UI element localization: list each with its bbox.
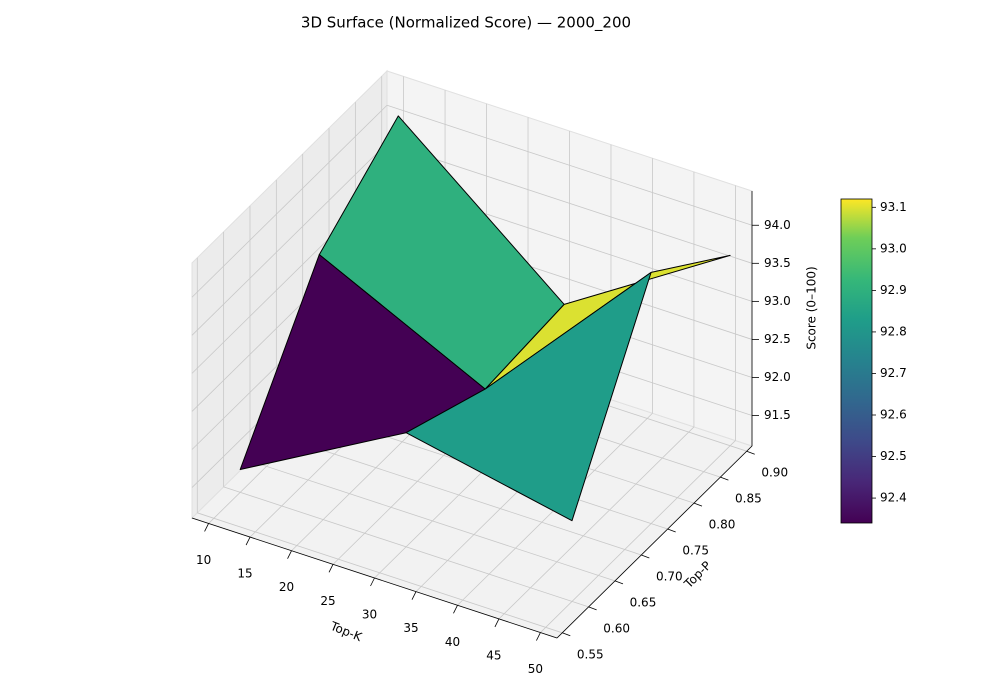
y-tick-label: 0.85	[735, 492, 762, 506]
x-tick-label: 50	[528, 662, 543, 676]
x-tick-label: 35	[403, 621, 418, 635]
y-tick	[562, 632, 571, 637]
colorbar-tick-label: 93.0	[880, 241, 907, 255]
y-tick-label: 0.75	[682, 544, 709, 558]
x-tick-label: 25	[320, 594, 335, 608]
y-tick	[614, 580, 624, 585]
colorbar-tick-label: 92.5	[880, 449, 907, 463]
y-tick	[693, 502, 703, 507]
x-tick-label: 45	[486, 648, 501, 662]
colorbar-tick-label: 92.8	[880, 324, 907, 338]
grid-line	[540, 440, 736, 633]
colorbar	[840, 198, 873, 524]
x-tick	[204, 523, 209, 532]
x-tick	[494, 618, 500, 628]
z-tick-label: 93.5	[764, 256, 791, 270]
grid-line	[223, 486, 589, 608]
x-tick	[287, 550, 292, 559]
grid-line	[191, 143, 388, 336]
y-tick	[746, 450, 755, 455]
grid-line	[386, 142, 753, 264]
x-tick-label: 15	[237, 567, 252, 581]
x-axis-label: Top-K	[328, 619, 365, 645]
x-tick-label: 40	[445, 635, 460, 649]
colorbar-tick-label: 92.7	[880, 366, 907, 380]
z-tick-label: 91.5	[764, 408, 791, 422]
x-tick	[411, 591, 417, 600]
y-tick	[588, 606, 597, 611]
y-tick-label: 0.55	[577, 647, 604, 661]
x-tick	[536, 632, 541, 641]
y-tick-label: 0.65	[630, 595, 657, 609]
x-tick-label: 30	[362, 608, 377, 622]
z-axis-label: Score (0–100)	[805, 266, 819, 349]
y-axis-line	[556, 445, 753, 639]
x-tick-label: 20	[279, 580, 294, 594]
grid-line	[498, 426, 695, 620]
z-tick-label: 94.0	[764, 218, 791, 232]
colorbar-tick-label: 92.9	[880, 283, 907, 297]
x-tick	[245, 536, 251, 546]
y-tick	[720, 476, 729, 481]
grid-line	[386, 104, 753, 226]
y-tick-label: 0.60	[603, 621, 630, 635]
z-tick-label: 93.0	[764, 294, 791, 308]
x-axis-line	[191, 517, 558, 639]
grid-line	[276, 434, 642, 556]
y-axis-label: Top-P	[681, 558, 714, 591]
z-tick-label: 92.5	[764, 332, 791, 346]
x-tick	[370, 577, 375, 587]
colorbar-tick-label: 92.6	[880, 408, 907, 422]
chart-title: 3D Surface (Normalized Score) — 2000_200	[301, 14, 631, 33]
surface-face	[405, 271, 652, 522]
x-tick	[453, 605, 458, 614]
x-tick-label: 10	[196, 553, 211, 567]
colorbar-tick-label: 93.1	[880, 200, 907, 214]
grid-line	[197, 512, 563, 634]
z-tick-label: 92.0	[764, 370, 791, 384]
y-tick-label: 0.70	[656, 569, 683, 583]
grid-line	[249, 460, 616, 582]
y-tick-label: 0.80	[709, 518, 736, 532]
colorbar-tick-label: 92.4	[880, 491, 907, 505]
x-tick	[328, 564, 334, 573]
y-tick-label: 0.90	[761, 466, 788, 480]
grid-line	[191, 104, 388, 298]
y-tick	[667, 528, 676, 533]
y-tick	[641, 554, 650, 559]
